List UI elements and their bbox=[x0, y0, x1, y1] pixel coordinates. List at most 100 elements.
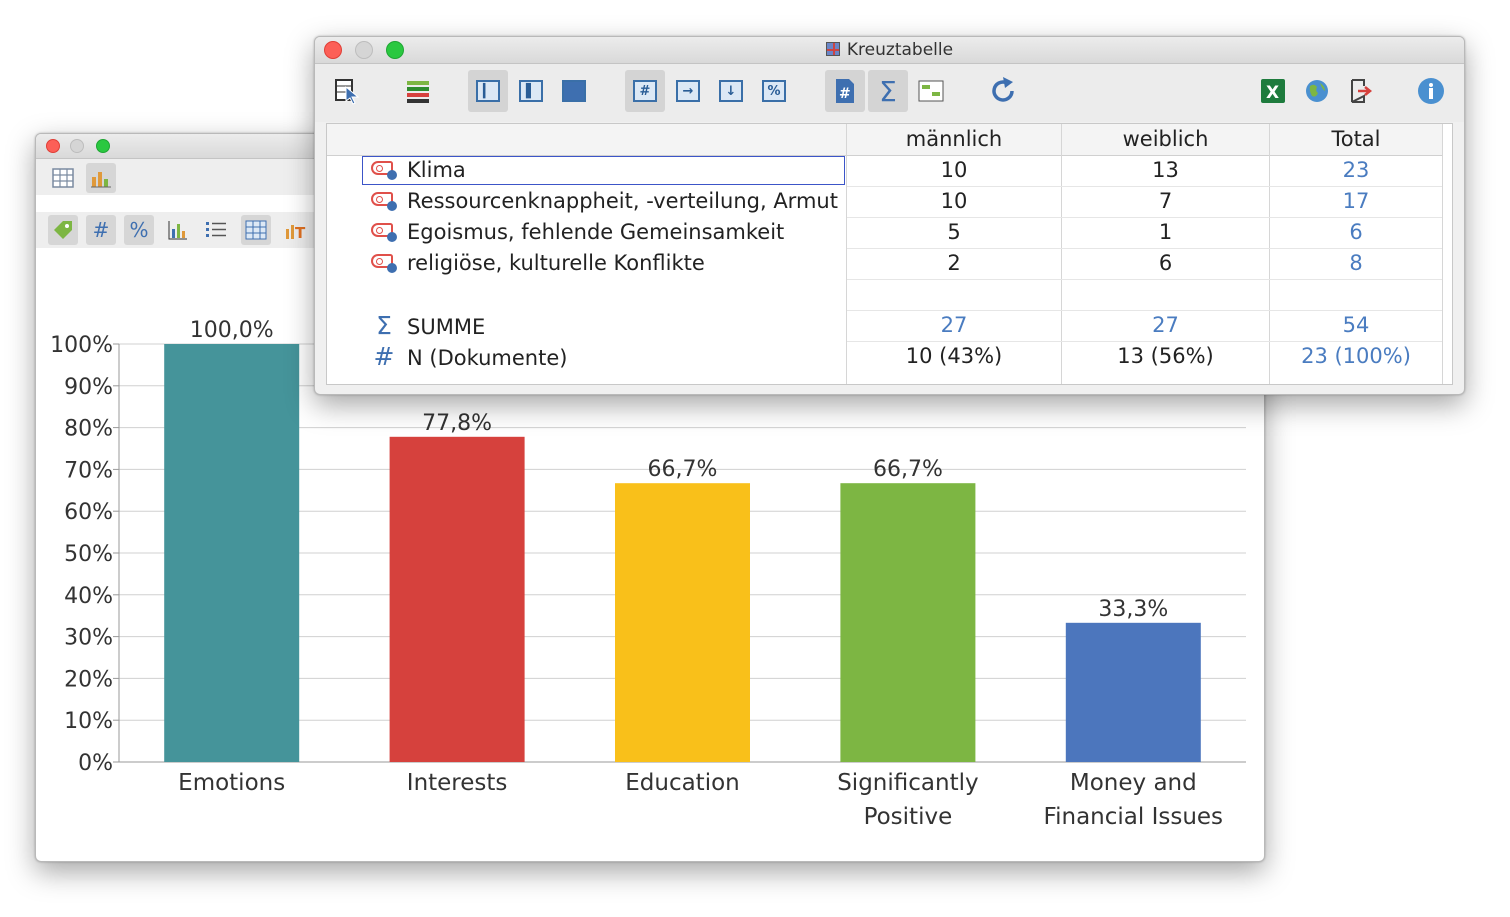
layout-2-icon[interactable]: ▌ bbox=[511, 70, 551, 112]
y-tick-label: 20% bbox=[64, 667, 113, 692]
divider bbox=[1269, 124, 1270, 384]
info-icon[interactable] bbox=[1411, 70, 1451, 112]
close-button[interactable] bbox=[46, 139, 60, 153]
crosstab-grid: männlich weiblich Total Klima 10 13 23 R… bbox=[326, 123, 1453, 385]
code-icon bbox=[371, 253, 397, 273]
code-icon bbox=[371, 160, 397, 180]
select-icon[interactable] bbox=[327, 70, 367, 112]
hash-frame-icon[interactable]: # bbox=[625, 70, 665, 112]
refresh-icon[interactable] bbox=[983, 70, 1023, 112]
bar bbox=[615, 483, 750, 762]
y-tick-label: 40% bbox=[64, 584, 113, 609]
selection-border bbox=[362, 156, 845, 185]
row-label-text: Egoismus, fehlende Gemeinsamkeit bbox=[407, 220, 785, 244]
text-chart-icon[interactable]: T bbox=[281, 215, 311, 245]
minimize-button[interactable] bbox=[355, 41, 373, 59]
table-cell[interactable]: 7 bbox=[1158, 189, 1173, 213]
table-cell[interactable]: 5 bbox=[947, 220, 961, 244]
summary-cell[interactable]: 23 (100%) bbox=[1301, 344, 1411, 368]
summary-cell[interactable]: 13 (56%) bbox=[1117, 344, 1214, 368]
grid-icon[interactable] bbox=[241, 215, 271, 245]
minimize-button[interactable] bbox=[70, 139, 84, 153]
counts-icon[interactable]: # bbox=[825, 70, 865, 112]
color-bars-icon[interactable] bbox=[398, 70, 438, 112]
tag-icon[interactable] bbox=[48, 215, 78, 245]
column-header[interactable]: weiblich bbox=[1122, 127, 1209, 151]
table-cell[interactable]: 6 bbox=[1158, 251, 1173, 275]
row-label-text: religiöse, kulturelle Konflikte bbox=[407, 251, 705, 275]
sigma-icon: Σ bbox=[376, 311, 392, 340]
table-row-label[interactable]: religiöse, kulturelle Konflikte bbox=[371, 248, 841, 279]
row-line bbox=[847, 248, 1442, 249]
x-tick-label: Emotions bbox=[178, 770, 285, 796]
layout-3-icon[interactable] bbox=[554, 70, 594, 112]
row-label-text: Ressourcenknappheit, -verteilung, Armut bbox=[407, 189, 838, 213]
svg-text:T: T bbox=[295, 224, 306, 241]
table-cell-total[interactable]: 17 bbox=[1342, 189, 1370, 213]
row-line bbox=[847, 186, 1442, 187]
table-cell-total[interactable]: 23 bbox=[1342, 158, 1370, 182]
table-view-icon[interactable] bbox=[48, 163, 78, 193]
y-tick-label: 100% bbox=[50, 333, 113, 358]
bar bbox=[1065, 622, 1201, 762]
row-line bbox=[847, 279, 1442, 280]
summary-row-label: Σ SUMME bbox=[371, 310, 841, 341]
list-icon[interactable] bbox=[201, 215, 231, 245]
zoom-button[interactable] bbox=[386, 41, 404, 59]
chart-view-icon[interactable] bbox=[86, 163, 116, 193]
data-label: 66,7% bbox=[873, 457, 943, 482]
export-icon[interactable] bbox=[1341, 70, 1381, 112]
x-tick-label: Financial Issues bbox=[1044, 804, 1224, 830]
summary-cell[interactable]: 54 bbox=[1342, 313, 1370, 337]
globe-icon[interactable] bbox=[1297, 70, 1337, 112]
row-line bbox=[847, 217, 1442, 218]
y-tick-label: 10% bbox=[64, 709, 113, 734]
crosstab-toolbar: ▎ ▌ # → ↓ % # Σ X bbox=[315, 64, 1464, 122]
table-cell-total[interactable]: 8 bbox=[1349, 251, 1363, 275]
percent-frame-icon[interactable]: % bbox=[754, 70, 794, 112]
y-tick-label: 60% bbox=[64, 500, 113, 525]
divider bbox=[846, 124, 847, 384]
close-button[interactable] bbox=[324, 41, 342, 59]
arrow-right-icon[interactable]: → bbox=[668, 70, 708, 112]
header-row bbox=[327, 124, 1442, 156]
bar bbox=[389, 436, 525, 762]
summary-cell[interactable]: 27 bbox=[940, 313, 968, 337]
row-label-text: Klima bbox=[407, 158, 466, 182]
table-cell-total[interactable]: 6 bbox=[1349, 220, 1363, 244]
row-line bbox=[847, 341, 1442, 342]
svg-text:X: X bbox=[1266, 83, 1279, 103]
table-cell[interactable]: 10 bbox=[940, 189, 968, 213]
bar bbox=[164, 344, 300, 762]
table-row-label[interactable]: Klima bbox=[371, 155, 841, 186]
summary-cell[interactable]: 27 bbox=[1152, 313, 1179, 337]
hash-icon: # bbox=[373, 342, 395, 371]
bar bbox=[840, 483, 976, 762]
hash-icon[interactable]: # bbox=[86, 215, 116, 245]
table-cell[interactable]: 10 bbox=[940, 158, 968, 182]
column-header[interactable]: Total bbox=[1331, 127, 1381, 151]
summary-cell[interactable]: 10 (43%) bbox=[905, 344, 1003, 368]
y-tick-label: 80% bbox=[64, 417, 113, 442]
table-row-label[interactable]: Egoismus, fehlende Gemeinsamkeit bbox=[371, 217, 841, 248]
percent-icon[interactable]: % bbox=[124, 215, 154, 245]
arrow-down-icon[interactable]: ↓ bbox=[711, 70, 751, 112]
bar-chart: 0% 10% 20% 30% 40% 50% 60% 70% 80% 90% 100% 100,0% E… bbox=[50, 318, 1246, 830]
table-row-label[interactable]: Ressourcenknappheit, -verteilung, Armut bbox=[371, 186, 841, 217]
x-tick-label: Positive bbox=[864, 804, 953, 830]
x-tick-label: Significantly bbox=[837, 770, 978, 796]
table-cell[interactable]: 1 bbox=[1158, 220, 1173, 244]
code-icon bbox=[371, 222, 397, 242]
split-icon[interactable] bbox=[911, 70, 951, 112]
excel-icon[interactable]: X bbox=[1253, 70, 1293, 112]
bar-color-icon[interactable] bbox=[163, 215, 193, 245]
x-tick-label: Education bbox=[625, 770, 740, 796]
y-tick-label: 90% bbox=[64, 375, 113, 400]
table-cell[interactable]: 13 bbox=[1152, 158, 1179, 182]
window-title-text: Kreuztabelle bbox=[846, 40, 954, 60]
layout-1-icon[interactable]: ▎ bbox=[468, 70, 508, 112]
table-cell[interactable]: 2 bbox=[947, 251, 961, 275]
column-header[interactable]: männlich bbox=[905, 127, 1003, 151]
sum-icon[interactable]: Σ bbox=[868, 70, 908, 112]
zoom-button[interactable] bbox=[96, 139, 110, 153]
